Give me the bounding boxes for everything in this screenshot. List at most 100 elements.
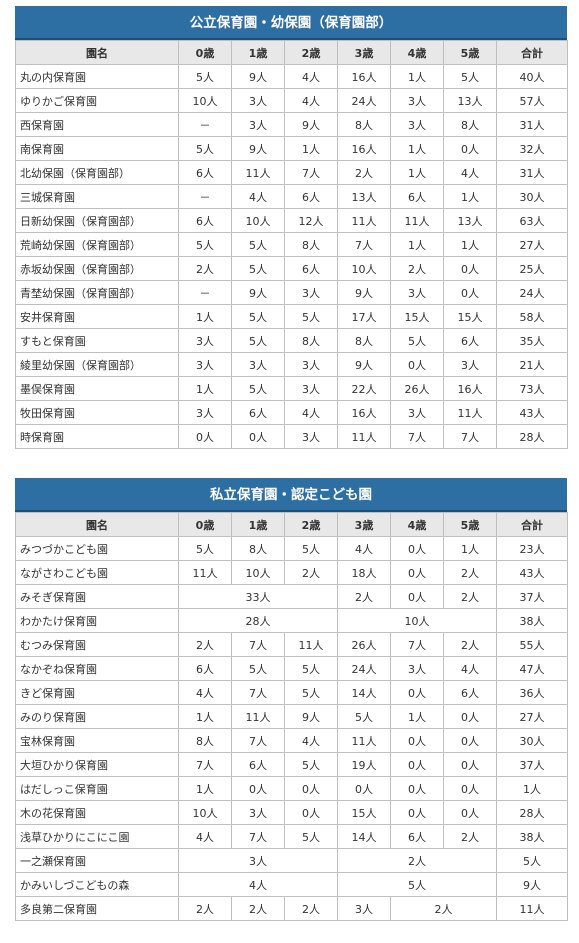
count-cell: 5人 (496, 848, 568, 873)
count-cell: 28人 (496, 800, 568, 825)
count-cell: 7人 (231, 824, 285, 849)
count-cell: 2人 (231, 896, 285, 921)
count-cell: 6人 (443, 328, 497, 353)
count-cell: 3人 (390, 88, 444, 113)
count-cell: 0人 (390, 776, 444, 801)
count-cell: 3人 (178, 848, 338, 873)
count-cell: 3人 (443, 352, 497, 377)
nursery-name: むつみ保育園 (15, 632, 179, 657)
count-cell: 2人 (390, 896, 497, 921)
nursery-name: 一之瀬保育園 (15, 848, 179, 873)
nursery-name: 青埜幼保園（保育園部） (15, 280, 179, 305)
header-age-0: 0歳 (178, 512, 232, 537)
table-row: わかたけ保育園 28人 10人 38人 (15, 608, 568, 633)
count-cell: 16人 (337, 64, 391, 89)
count-cell: 5人 (231, 656, 285, 681)
count-cell: 8人 (337, 328, 391, 353)
count-cell: 0人 (443, 800, 497, 825)
count-cell: 1人 (178, 304, 232, 329)
count-cell: 11人 (337, 728, 391, 753)
count-cell: 37人 (496, 752, 568, 777)
count-cell: 1人 (443, 536, 497, 561)
count-cell: 9人 (231, 64, 285, 89)
count-cell: 9人 (284, 112, 338, 137)
count-cell: 47人 (496, 656, 568, 681)
count-cell: 5人 (178, 64, 232, 89)
count-cell: 13人 (337, 184, 391, 209)
header-row: 園名 0歳 1歳 2歳 3歳 4歳 5歳 合計 (15, 40, 568, 65)
nursery-name: 日新幼保園（保育園部） (15, 208, 179, 233)
table-row: はだしっこ保育園 1人 0人 0人 0人 0人 0人 1人 (15, 776, 568, 801)
count-cell: 0人 (390, 728, 444, 753)
count-cell: 14人 (337, 680, 391, 705)
count-cell: 4人 (443, 656, 497, 681)
count-cell: 11人 (337, 208, 391, 233)
count-cell: 15人 (337, 800, 391, 825)
count-cell: 55人 (496, 632, 568, 657)
table-row: 宝林保育園 8人 7人 4人 11人 0人 0人 30人 (15, 728, 568, 753)
count-cell: 10人 (337, 608, 497, 633)
nursery-name: みのり保育園 (15, 704, 179, 729)
count-cell: 30人 (496, 184, 568, 209)
count-cell: 25人 (496, 256, 568, 281)
nursery-name: 大垣ひかり保育園 (15, 752, 179, 777)
table-row: 安井保育園 1人 5人 5人 17人 15人 15人 58人 (15, 304, 568, 329)
count-cell: 5人 (178, 232, 232, 257)
table-row: 北幼保園（保育園部） 6人 11人 7人 2人 1人 4人 31人 (15, 160, 568, 185)
count-cell: 9人 (231, 136, 285, 161)
public-table-body: 丸の内保育園 5人 9人 4人 16人 1人 5人 40人 ゆりかご保育園 10人 3人 4人 24人 3… (15, 64, 568, 449)
count-cell: 11人 (284, 632, 338, 657)
count-cell: 3人 (337, 896, 391, 921)
private-nursery-section: 私立保育園・認定こども園 園名 0歳 1歳 2歳 3歳 4歳 5歳 合計 みつづ… (15, 478, 568, 921)
count-cell: 9人 (337, 280, 391, 305)
header-age-4: 4歳 (390, 512, 444, 537)
count-cell: 7人 (443, 424, 497, 449)
count-cell: 14人 (337, 824, 391, 849)
count-cell: 1人 (390, 232, 444, 257)
count-cell: 10人 (337, 256, 391, 281)
nursery-name: 多良第二保育園 (15, 896, 179, 921)
count-cell: 4人 (178, 680, 232, 705)
count-cell: 5人 (178, 136, 232, 161)
header-age-3: 3歳 (337, 512, 391, 537)
nursery-name: みつづかこども園 (15, 536, 179, 561)
count-cell: 0人 (443, 704, 497, 729)
count-cell: 24人 (496, 280, 568, 305)
count-cell: 5人 (178, 536, 232, 561)
table-row: きど保育園 4人 7人 5人 14人 0人 6人 36人 (15, 680, 568, 705)
count-cell: 40人 (496, 64, 568, 89)
count-cell: 27人 (496, 232, 568, 257)
count-cell: 1人 (284, 136, 338, 161)
private-table-body: みつづかこども園 5人 8人 5人 4人 0人 1人 23人 ながさわこども園 11人 10人 2人 1… (15, 536, 568, 921)
table-row: なかぞね保育園 6人 5人 5人 24人 3人 4人 47人 (15, 656, 568, 681)
count-cell: 9人 (496, 872, 568, 897)
count-cell: 11人 (390, 208, 444, 233)
nursery-name: 牧田保育園 (15, 400, 179, 425)
count-cell: 28人 (178, 608, 338, 633)
count-cell: 6人 (178, 160, 232, 185)
nursery-name: 墨俣保育園 (15, 376, 179, 401)
count-cell: 24人 (337, 88, 391, 113)
count-cell: 2人 (390, 256, 444, 281)
header-age-0: 0歳 (178, 40, 232, 65)
count-cell: 15人 (390, 304, 444, 329)
count-cell: 31人 (496, 160, 568, 185)
count-cell: 0人 (443, 776, 497, 801)
count-cell: 7人 (231, 632, 285, 657)
count-cell: 1人 (390, 704, 444, 729)
header-age-2: 2歳 (284, 40, 338, 65)
count-cell: 3人 (231, 112, 285, 137)
nursery-name: 北幼保園（保育園部） (15, 160, 179, 185)
count-cell: 5人 (284, 536, 338, 561)
header-name: 園名 (15, 40, 179, 65)
table-row: 丸の内保育園 5人 9人 4人 16人 1人 5人 40人 (15, 64, 568, 89)
count-cell: 0人 (178, 424, 232, 449)
nursery-name: 安井保育園 (15, 304, 179, 329)
count-cell: 3人 (284, 424, 338, 449)
count-cell: 8人 (337, 112, 391, 137)
header-row: 園名 0歳 1歳 2歳 3歳 4歳 5歳 合計 (15, 512, 568, 537)
nursery-name: 浅草ひかりにこにこ園 (15, 824, 179, 849)
table-row: みのり保育園 1人 11人 9人 5人 1人 0人 27人 (15, 704, 568, 729)
count-cell: 1人 (178, 704, 232, 729)
count-cell: 7人 (284, 160, 338, 185)
